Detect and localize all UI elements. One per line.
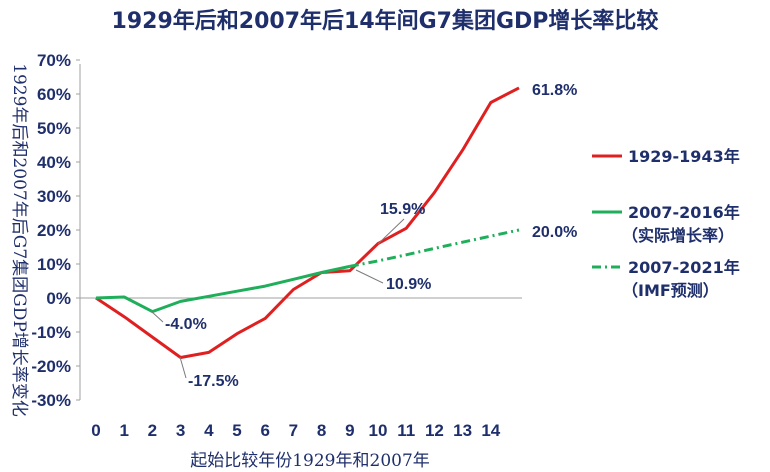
- x-tick-label: 2: [148, 421, 157, 440]
- legend-sub-imf: （IMF预测）: [622, 281, 719, 300]
- leader-15: [377, 218, 405, 245]
- y-tick-marks: [76, 59, 80, 401]
- y-tick-label: 50%: [37, 119, 71, 138]
- leader-neg17: [179, 356, 187, 379]
- y-tick-label: 0%: [46, 289, 71, 308]
- legend-label-1929: 1929-1943年: [628, 147, 740, 166]
- x-tick-label: 10: [369, 421, 388, 440]
- legend-sub-actual: （实际增长率）: [622, 226, 734, 245]
- series-group: [95, 86, 520, 359]
- y-tick-label: -10%: [31, 323, 71, 342]
- x-tick-label: 3: [176, 421, 185, 440]
- x-tick-label: 14: [481, 421, 500, 440]
- x-tick-label: 5: [232, 421, 241, 440]
- x-tick-label: 12: [425, 421, 444, 440]
- annotation-neg-4-0: -4.0%: [165, 316, 207, 333]
- annotation-20-0: 20.0%: [532, 224, 577, 241]
- x-tick-label: 13: [453, 421, 472, 440]
- series-line-0: [95, 86, 520, 359]
- leader-10: [355, 269, 384, 284]
- legend: 1929-1943年 2007-2016年 （实际增长率） 2007-2021年…: [592, 147, 740, 300]
- legend-label-2007-2016: 2007-2016年: [628, 203, 740, 222]
- y-tick-label: 10%: [37, 255, 71, 274]
- y-axis-label: 1929年后和2007年后G7集团GDP增长率变化: [9, 63, 29, 417]
- y-tick-label: 60%: [37, 85, 71, 104]
- y-tick-label: -20%: [31, 357, 71, 376]
- x-tick-label: 11: [397, 421, 415, 440]
- x-tick-label: 6: [260, 421, 269, 440]
- chart-title: 1929年后和2007年后14年间G7集团GDP增长率比较: [112, 8, 659, 34]
- x-tick-labels: 0 1 2 3 4 5 6 7 8 9 10 11 12 13 14: [91, 421, 501, 440]
- y-tick-label: 40%: [37, 153, 71, 172]
- x-axis-label: 起始比较年份1929年和2007年: [190, 451, 430, 471]
- annotation-10-9: 10.9%: [386, 276, 431, 293]
- y-tick-label: 70%: [37, 51, 71, 70]
- legend-label-2007-2021: 2007-2021年: [628, 258, 740, 277]
- leader-neg4: [151, 311, 164, 323]
- x-tick-label: 7: [289, 421, 298, 440]
- annotation-leaders: [151, 218, 405, 379]
- annotation-neg-17-5: -17.5%: [188, 373, 239, 390]
- y-tick-labels: 70% 60% 50% 40% 30% 20% 10% 0% -10% -20% -30%: [31, 51, 71, 410]
- y-tick-label: 20%: [37, 221, 71, 240]
- x-tick-label: 0: [91, 421, 100, 440]
- y-tick-label: -30%: [31, 391, 71, 410]
- x-tick-label: 9: [345, 421, 354, 440]
- series-line-1: [95, 264, 351, 314]
- y-tick-label: 30%: [37, 187, 71, 206]
- x-tick-label: 1: [119, 421, 128, 440]
- annotation-15-9: 15.9%: [380, 201, 425, 218]
- x-tick-label: 8: [317, 421, 326, 440]
- annotation-61-8: 61.8%: [532, 82, 577, 99]
- x-tick-label: 4: [204, 421, 214, 440]
